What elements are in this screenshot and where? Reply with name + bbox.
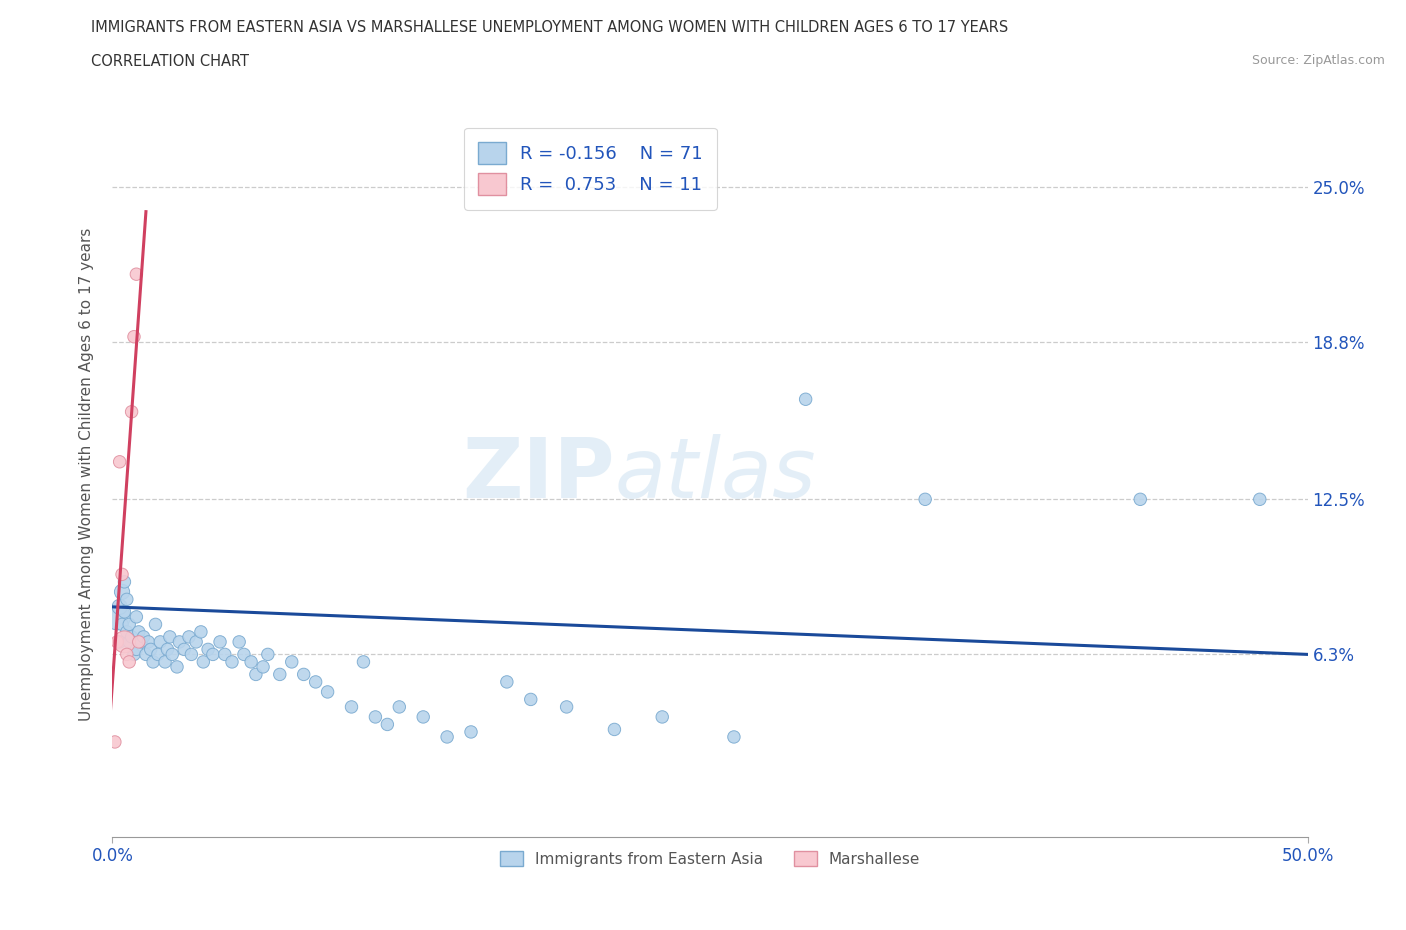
Point [166,659,188,674]
Point [240,655,263,670]
Point [233,647,256,662]
Point [105,609,128,624]
Point [115,624,138,639]
Point [651,710,673,724]
Point [186,634,208,649]
Point [108,455,131,470]
Point [114,604,135,619]
Point [496,674,519,689]
Point [118,617,141,631]
Point [105,634,128,649]
Point [111,567,134,582]
Point [193,655,215,670]
Point [132,630,155,644]
Point [121,405,143,419]
Point [460,724,482,739]
Point [115,591,138,606]
Point [603,722,626,737]
Point [159,630,181,644]
Point [214,647,236,662]
Point [1249,492,1271,507]
Point [245,667,267,682]
Point [122,329,145,344]
Point [122,647,145,662]
Point [108,634,131,649]
Point [340,699,363,714]
Point [555,699,578,714]
Point [914,492,936,507]
Point [125,267,148,282]
Point [209,634,232,649]
Point [292,667,315,682]
Point [138,634,160,649]
Point [145,617,167,631]
Point [794,392,817,406]
Point [436,729,458,744]
Point [723,729,745,744]
Point [305,674,328,689]
Point [190,624,212,639]
Point [281,655,304,670]
Text: IMMIGRANTS FROM EASTERN ASIA VS MARSHALLESE UNEMPLOYMENT AMONG WOMEN WITH CHILDR: IMMIGRANTS FROM EASTERN ASIA VS MARSHALL… [91,20,1008,35]
Point [139,642,162,657]
Point [364,710,387,724]
Point [520,692,543,707]
Point [146,647,169,662]
Y-axis label: Unemployment Among Women with Children Ages 6 to 17 years: Unemployment Among Women with Children A… [79,228,94,721]
Point [180,647,202,662]
Point [269,667,291,682]
Point [169,634,191,649]
Point [114,575,135,590]
Point [129,634,152,649]
Point [111,584,134,599]
Point [118,655,141,670]
Point [388,699,411,714]
Text: Source: ZipAtlas.com: Source: ZipAtlas.com [1251,54,1385,67]
Text: ZIP: ZIP [463,433,614,515]
Point [111,617,134,631]
Point [121,630,143,644]
Point [377,717,399,732]
Point [135,647,157,662]
Point [125,642,148,657]
Point [125,609,148,624]
Point [118,634,141,649]
Text: atlas: atlas [614,433,815,515]
Point [114,634,135,649]
Point [142,655,165,670]
Point [128,624,150,639]
Point [352,655,374,670]
Point [128,634,150,649]
Point [228,634,250,649]
Point [115,647,138,662]
Point [201,647,224,662]
Point [412,710,434,724]
Point [252,659,274,674]
Point [162,647,183,662]
Point [257,647,280,662]
Legend: Immigrants from Eastern Asia, Marshallese: Immigrants from Eastern Asia, Marshalles… [494,844,927,873]
Point [108,600,131,615]
Point [153,655,176,670]
Point [177,630,200,644]
Point [173,642,195,657]
Text: CORRELATION CHART: CORRELATION CHART [91,54,249,69]
Point [221,655,243,670]
Point [104,735,127,750]
Point [316,684,339,699]
Point [156,642,179,657]
Point [1129,492,1152,507]
Point [197,642,219,657]
Point [149,634,172,649]
